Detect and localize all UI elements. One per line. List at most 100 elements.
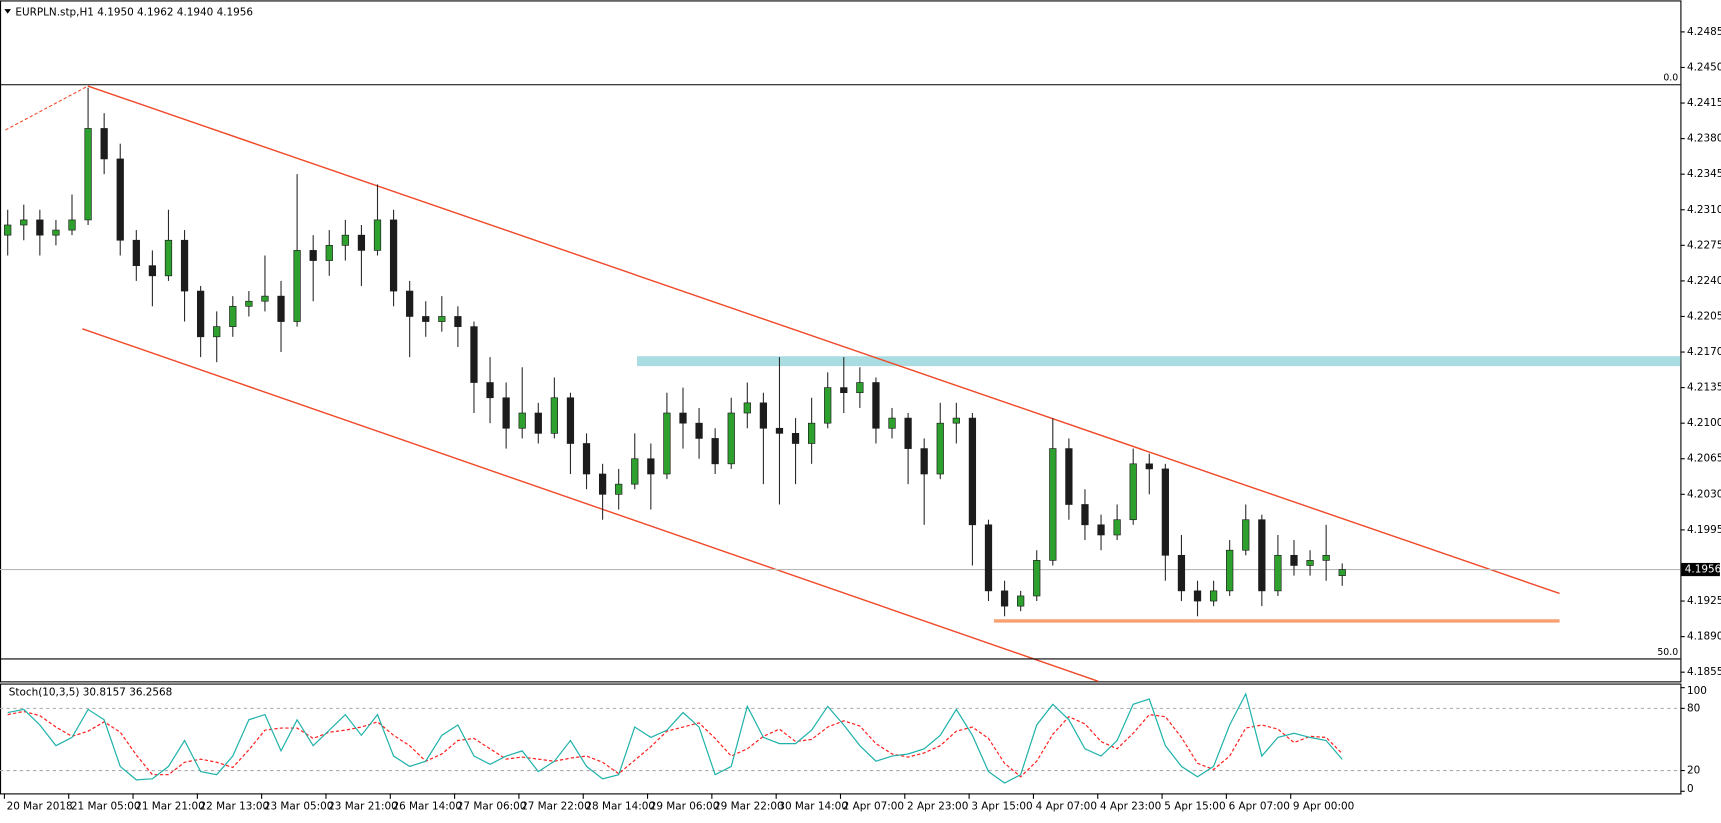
candle-body	[711, 438, 719, 465]
candle-body	[1097, 524, 1105, 536]
candle-body	[824, 387, 832, 424]
candle-body	[920, 448, 928, 475]
y-tick-label: 4.1925	[1687, 595, 1721, 607]
candle-body	[293, 250, 301, 322]
x-tick-label: 22 Mar 13:00	[200, 801, 270, 813]
candle-body	[245, 300, 253, 307]
candle-body	[1049, 448, 1057, 561]
candle-body	[502, 397, 510, 429]
x-tick-label: 23 Mar 21:00	[328, 801, 398, 813]
y-tick-label: 4.1855	[1687, 666, 1721, 678]
candle-body	[904, 417, 912, 449]
y-tick-label: 4.2310	[1687, 204, 1721, 216]
y-tick-label: 4.2345	[1687, 168, 1721, 180]
candle-body	[132, 239, 140, 266]
candle-body	[518, 412, 526, 429]
candle-body	[984, 524, 993, 592]
candle-body	[52, 229, 60, 236]
candle-body	[100, 128, 108, 160]
candle-body	[389, 219, 398, 292]
candle-body	[968, 417, 977, 526]
candle-body	[1274, 554, 1282, 592]
candle-body	[582, 443, 591, 475]
x-tick-label: 28 Mar 14:00	[585, 801, 655, 813]
candle-body	[1338, 569, 1346, 576]
candle-body	[309, 250, 317, 261]
candle-body	[1033, 560, 1041, 597]
candle-body	[631, 458, 639, 485]
y-tick-label: 4.1995	[1687, 524, 1721, 536]
candle-body	[1258, 519, 1266, 592]
channel-upper-line	[87, 85, 1560, 595]
x-tick-label: 29 Mar 22:00	[714, 801, 784, 813]
candle-body	[325, 244, 333, 261]
candle-body	[1145, 463, 1153, 470]
candle-body	[180, 239, 189, 292]
candle-body	[534, 412, 542, 434]
candle-body	[116, 158, 124, 241]
candle-body	[1193, 590, 1202, 602]
candle-body	[20, 219, 28, 226]
x-tick-label: 3 Apr 15:00	[971, 801, 1032, 813]
y-tick-label: 4.2100	[1687, 417, 1721, 429]
x-tick-label: 2 Apr 23:00	[907, 801, 968, 813]
candle-body	[856, 382, 864, 394]
candle-body	[261, 295, 269, 302]
candle-body	[598, 473, 607, 495]
candle-body	[1242, 519, 1250, 551]
candle-body	[213, 326, 221, 338]
candle-body	[1161, 468, 1169, 556]
candle-body	[438, 316, 446, 322]
candle-body	[679, 412, 687, 424]
y-tick-label: 4.2030	[1687, 488, 1721, 500]
fib-level-label: 50.0	[1657, 647, 1678, 658]
candle-body	[373, 219, 382, 251]
y-tick-label: 4.2415	[1687, 97, 1721, 109]
candle-body	[791, 433, 800, 444]
x-tick-label: 27 Mar 22:00	[521, 801, 591, 813]
header-marker	[4, 9, 11, 14]
y-tick-label: 4.2170	[1687, 346, 1721, 358]
candle-body	[808, 422, 816, 444]
candle-body	[470, 326, 478, 383]
x-tick-label: 4 Apr 23:00	[1100, 801, 1161, 813]
candle-body	[148, 265, 157, 277]
resistance-zone	[637, 356, 1681, 367]
y-tick-label: 4.2275	[1687, 239, 1721, 251]
candle-body	[1209, 590, 1218, 602]
chart-title: EURPLN.stp,H1 4.1950 4.1962 4.1940 4.195…	[15, 6, 253, 18]
stoch-title: Stoch(10,3,5) 30.8157 36.2568	[9, 686, 173, 698]
candle-body	[1017, 595, 1025, 607]
current-price-label: 4.1956	[1685, 564, 1721, 576]
y-tick-label: 0	[1687, 783, 1694, 795]
x-tick-label: 26 Mar 14:00	[392, 801, 462, 813]
candle-body	[1290, 554, 1298, 566]
candle-body	[840, 387, 848, 394]
candle-body	[936, 422, 944, 475]
x-tick-label: 5 Apr 15:00	[1164, 801, 1225, 813]
candle-body	[615, 483, 623, 495]
y-tick-label: 20	[1687, 765, 1700, 777]
candle-body	[164, 239, 173, 277]
fib-level-label: 0.0	[1663, 73, 1678, 84]
candle-body	[1113, 519, 1121, 536]
candle-body	[663, 412, 671, 475]
fib-trend-line	[5, 85, 89, 131]
candle-body	[1177, 554, 1186, 592]
y-tick-label: 4.2205	[1687, 310, 1721, 322]
candle-body	[888, 417, 896, 429]
candle-body	[775, 427, 784, 434]
x-tick-label: 29 Mar 06:00	[650, 801, 720, 813]
candle-body	[406, 290, 414, 317]
candle-body	[727, 412, 735, 465]
candle-body	[454, 316, 462, 327]
y-tick-label: 80	[1687, 702, 1700, 714]
x-tick-label: 23 Mar 05:00	[264, 801, 334, 813]
y-tick-label: 4.2135	[1687, 382, 1721, 394]
candle-body	[1065, 448, 1073, 505]
candle-body	[229, 305, 237, 327]
candle-body	[872, 382, 880, 429]
x-tick-label: 27 Mar 06:00	[457, 801, 527, 813]
channel-lower-line	[82, 328, 1099, 682]
